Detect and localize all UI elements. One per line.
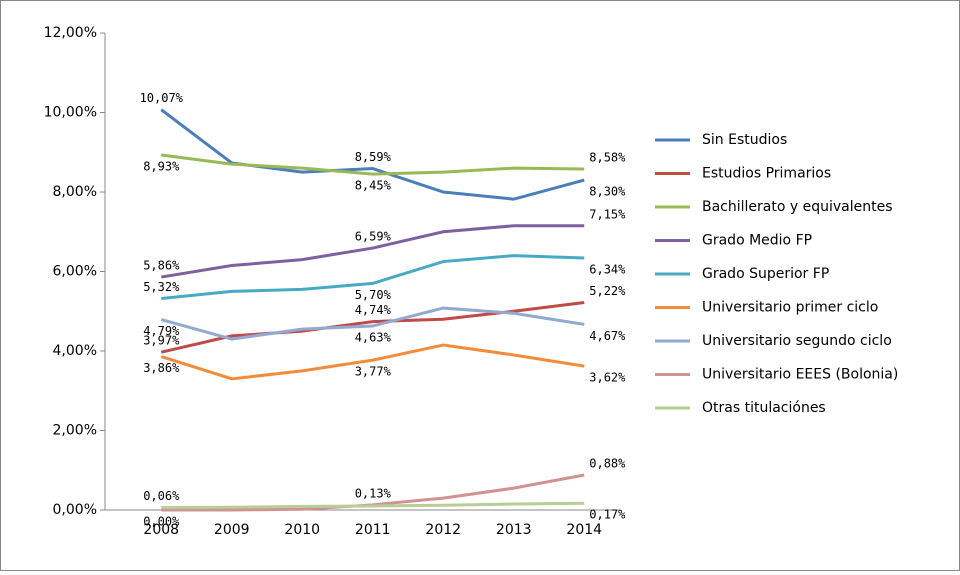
data-label: 6,34% — [589, 262, 626, 276]
data-label: 0,13% — [355, 486, 392, 500]
data-label: 3,86% — [143, 361, 180, 375]
y-tick-label: 8,00% — [53, 184, 97, 200]
legend-label: Universitario segundo ciclo — [702, 333, 892, 349]
x-tick-label: 2014 — [566, 522, 602, 538]
series-line — [160, 343, 585, 381]
legend-label: Grado Superior FP — [702, 266, 829, 282]
data-label: 8,59% — [355, 150, 392, 164]
series-line — [160, 301, 585, 354]
y-tick-label: 6,00% — [53, 264, 97, 280]
data-label: 5,86% — [143, 259, 180, 273]
data-label: 0,88% — [589, 457, 626, 471]
data-label: 5,32% — [143, 280, 180, 294]
data-label: 10,07% — [140, 91, 184, 105]
data-label: 4,67% — [589, 329, 626, 343]
legend-label: Universitario primer ciclo — [702, 300, 878, 316]
data-label: 3,97% — [143, 334, 180, 348]
data-label: 6,59% — [355, 230, 392, 244]
y-tick-label: 4,00% — [53, 343, 97, 359]
data-label: 3,77% — [355, 365, 392, 379]
legend-label: Estudios Primarios — [702, 166, 831, 182]
data-label: 8,30% — [589, 185, 626, 199]
data-label: 0,17% — [589, 508, 626, 522]
data-label: 3,62% — [589, 371, 626, 385]
series-line — [161, 224, 585, 279]
data-label: 5,70% — [355, 288, 392, 302]
x-tick-label: 2008 — [143, 522, 179, 538]
series-line — [161, 501, 585, 510]
series-line — [161, 153, 585, 176]
legend-label: Sin Estudios — [702, 132, 787, 148]
x-tick-label: 2013 — [496, 522, 532, 538]
data-label: 4,79% — [143, 324, 180, 338]
legend-label: Universitario EEES (Bolonia) — [702, 367, 898, 383]
data-label: 8,93% — [143, 160, 180, 174]
legend-label: Otras titulaciónes — [702, 400, 826, 416]
x-tick-label: 2012 — [425, 522, 461, 538]
data-label: 8,45% — [355, 179, 392, 193]
y-tick-label: 12,00% — [44, 25, 97, 41]
data-label: 0,00% — [143, 515, 180, 529]
data-label: 0,06% — [143, 489, 180, 503]
data-label: 4,63% — [355, 330, 392, 344]
x-tick-label: 2010 — [284, 522, 320, 538]
data-label: 4,74% — [355, 303, 392, 317]
y-tick-label: 0,00% — [53, 502, 97, 518]
series-line — [160, 306, 585, 341]
legend-label: Grado Medio FP — [702, 233, 812, 249]
legend-label: Bachillerato y equivalentes — [702, 199, 893, 215]
data-label: 5,22% — [589, 284, 626, 298]
x-tick-label: 2011 — [355, 522, 391, 538]
x-tick-label: 2009 — [214, 522, 250, 538]
data-label: 7,15% — [589, 207, 626, 221]
data-label: 8,58% — [589, 150, 626, 164]
series-line — [161, 254, 585, 301]
y-tick-label: 2,00% — [53, 423, 97, 439]
y-tick-label: 10,00% — [44, 105, 97, 121]
